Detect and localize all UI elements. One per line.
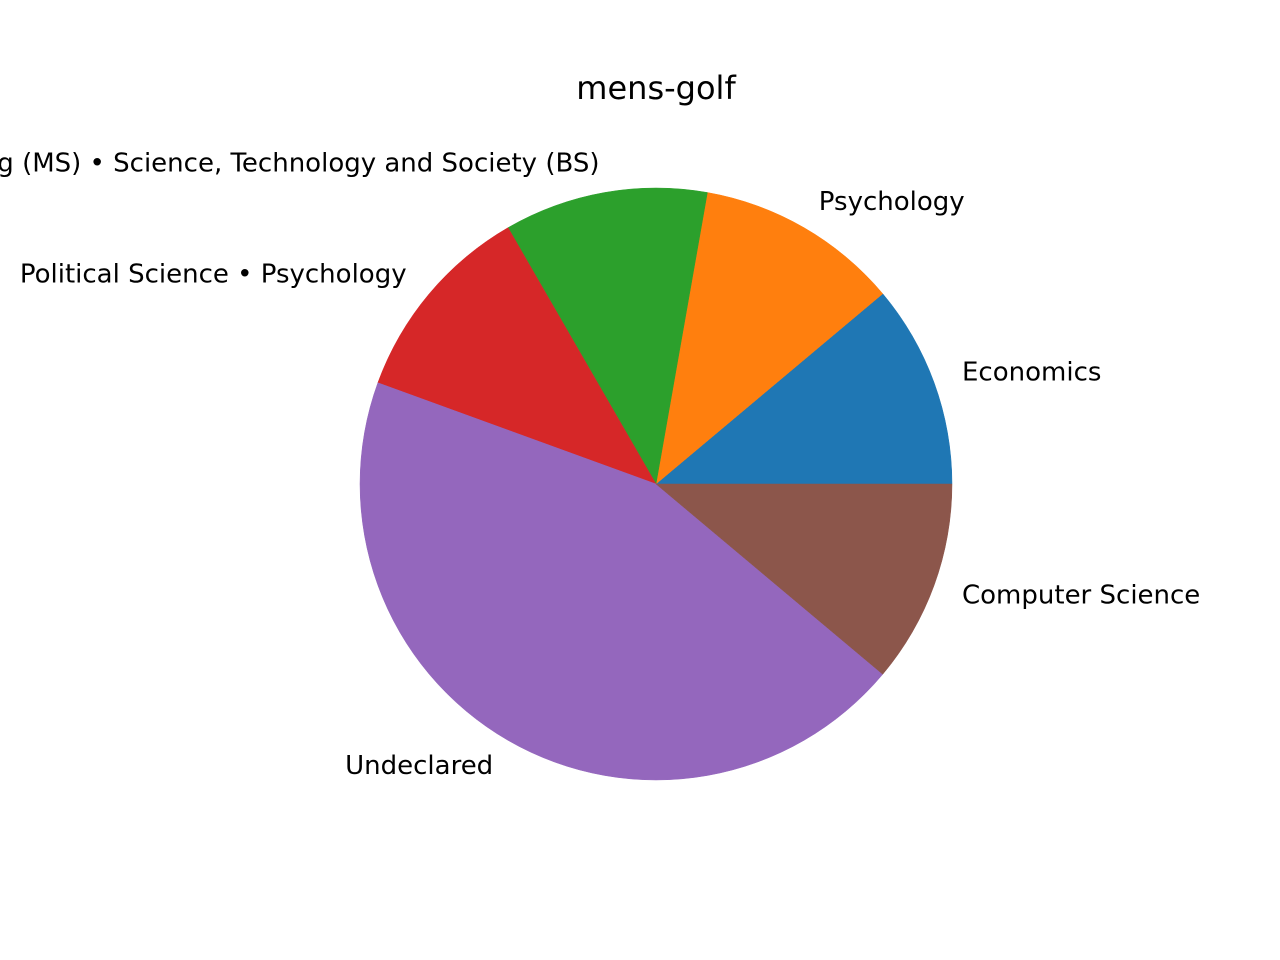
pie-slice-4 [377, 227, 657, 485]
pie-slice-label-4: Political Science • Psychology [20, 260, 407, 290]
pie-slice-label-1: Economics [962, 358, 1101, 388]
pie-slice-2 [655, 192, 884, 485]
pie-slice-label-6: Computer Science [962, 580, 1200, 610]
pie-slice-3 [507, 187, 708, 485]
pie-slices [359, 187, 953, 781]
pie-slice-label-2: Psychology [819, 187, 965, 217]
pie-slice-1 [655, 293, 953, 485]
pie-slice-label-3: Management Science and Engineering (MS) … [0, 148, 600, 178]
pie-slice-6 [655, 483, 953, 675]
pie-slice-5 [359, 382, 884, 781]
pie-slice-label-5: Undeclared [345, 751, 493, 781]
chart-title: mens-golf [576, 69, 736, 107]
pie-labels: Economics Psychology Management Science an… [0, 148, 1200, 781]
